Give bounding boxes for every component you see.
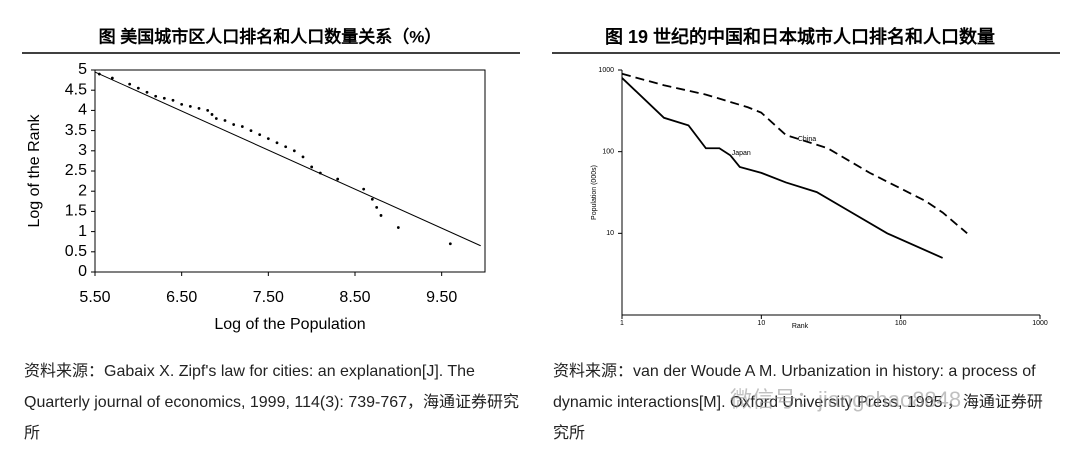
y-tick-label: 1 [78,223,87,240]
point [266,137,270,141]
y-axis-label: Log of the Rank [26,114,43,228]
point [197,106,201,110]
x-axis-label: Log of the Population [214,316,365,333]
watermark: 微信号：jiangchao8848 [730,387,962,412]
point [292,149,296,153]
point [396,226,400,229]
y-tick-label: 5 [78,61,87,78]
point [448,242,452,246]
line [621,77,943,259]
point [214,117,218,120]
y-tick-label: 3.5 [65,122,87,139]
line [621,72,968,235]
point [206,109,210,112]
y-tick-label: 2 [78,182,87,199]
point [145,90,149,94]
y-tick-label: 2.5 [65,162,87,179]
y-tick-label: 1.5 [65,203,87,220]
point [249,129,253,133]
x-tick-label: 1000 [1032,320,1048,327]
point [275,141,279,145]
point [128,82,132,86]
series-label: Japan [732,150,751,157]
plot-frame [94,69,486,273]
x-tick-label: 5.50 [79,289,110,306]
point [370,197,374,201]
chart-title: 图 19 世纪的中国和日本城市人口排名和人口数量 [605,26,995,47]
line [94,71,481,247]
point [379,214,383,217]
point [162,96,166,100]
point [258,133,262,137]
point [171,98,175,102]
point [310,165,314,169]
chart-title: 图 美国城市区人口排名和人口数量关系（%） [99,26,442,46]
point [232,123,236,126]
point [301,155,305,159]
y-tick-label: 0 [78,263,87,280]
point [154,94,158,98]
x-tick-label: 6.50 [166,289,197,306]
point [188,104,192,108]
point [362,187,366,191]
point [240,125,244,128]
x-tick-label: 9.50 [426,289,457,306]
x-tick-label: 100 [895,320,907,327]
point [336,177,340,181]
point [223,119,227,122]
point [110,76,114,80]
y-tick-label: 4 [78,102,87,119]
plot-frame [622,70,1040,315]
point [180,102,184,106]
source: 资料来源：Gabaix X. Zipf's law for cities: an… [24,363,520,442]
point [284,145,288,149]
x-axis-label: Rank [792,323,809,330]
y-tick-label: 0.5 [65,243,87,260]
x-tick-label: 10 [757,320,765,327]
point [375,205,379,209]
x-tick-label: 8.50 [339,289,370,306]
y-tick-label: 3 [78,142,87,159]
point [210,113,214,116]
y-tick-label: 4.5 [65,81,87,98]
x-tick-label: 1 [620,320,624,327]
x-tick-label: 7.50 [253,289,284,306]
series-label: China [798,136,816,143]
y-axis-label: Population (000s) [591,165,598,220]
y-tick-label: 100 [602,149,614,156]
y-tick-label: 10 [606,230,614,237]
point [136,86,140,90]
source: 资料来源：van der Woude A M. Urbanization in … [553,363,1043,442]
y-tick-label: 1000 [598,67,614,74]
